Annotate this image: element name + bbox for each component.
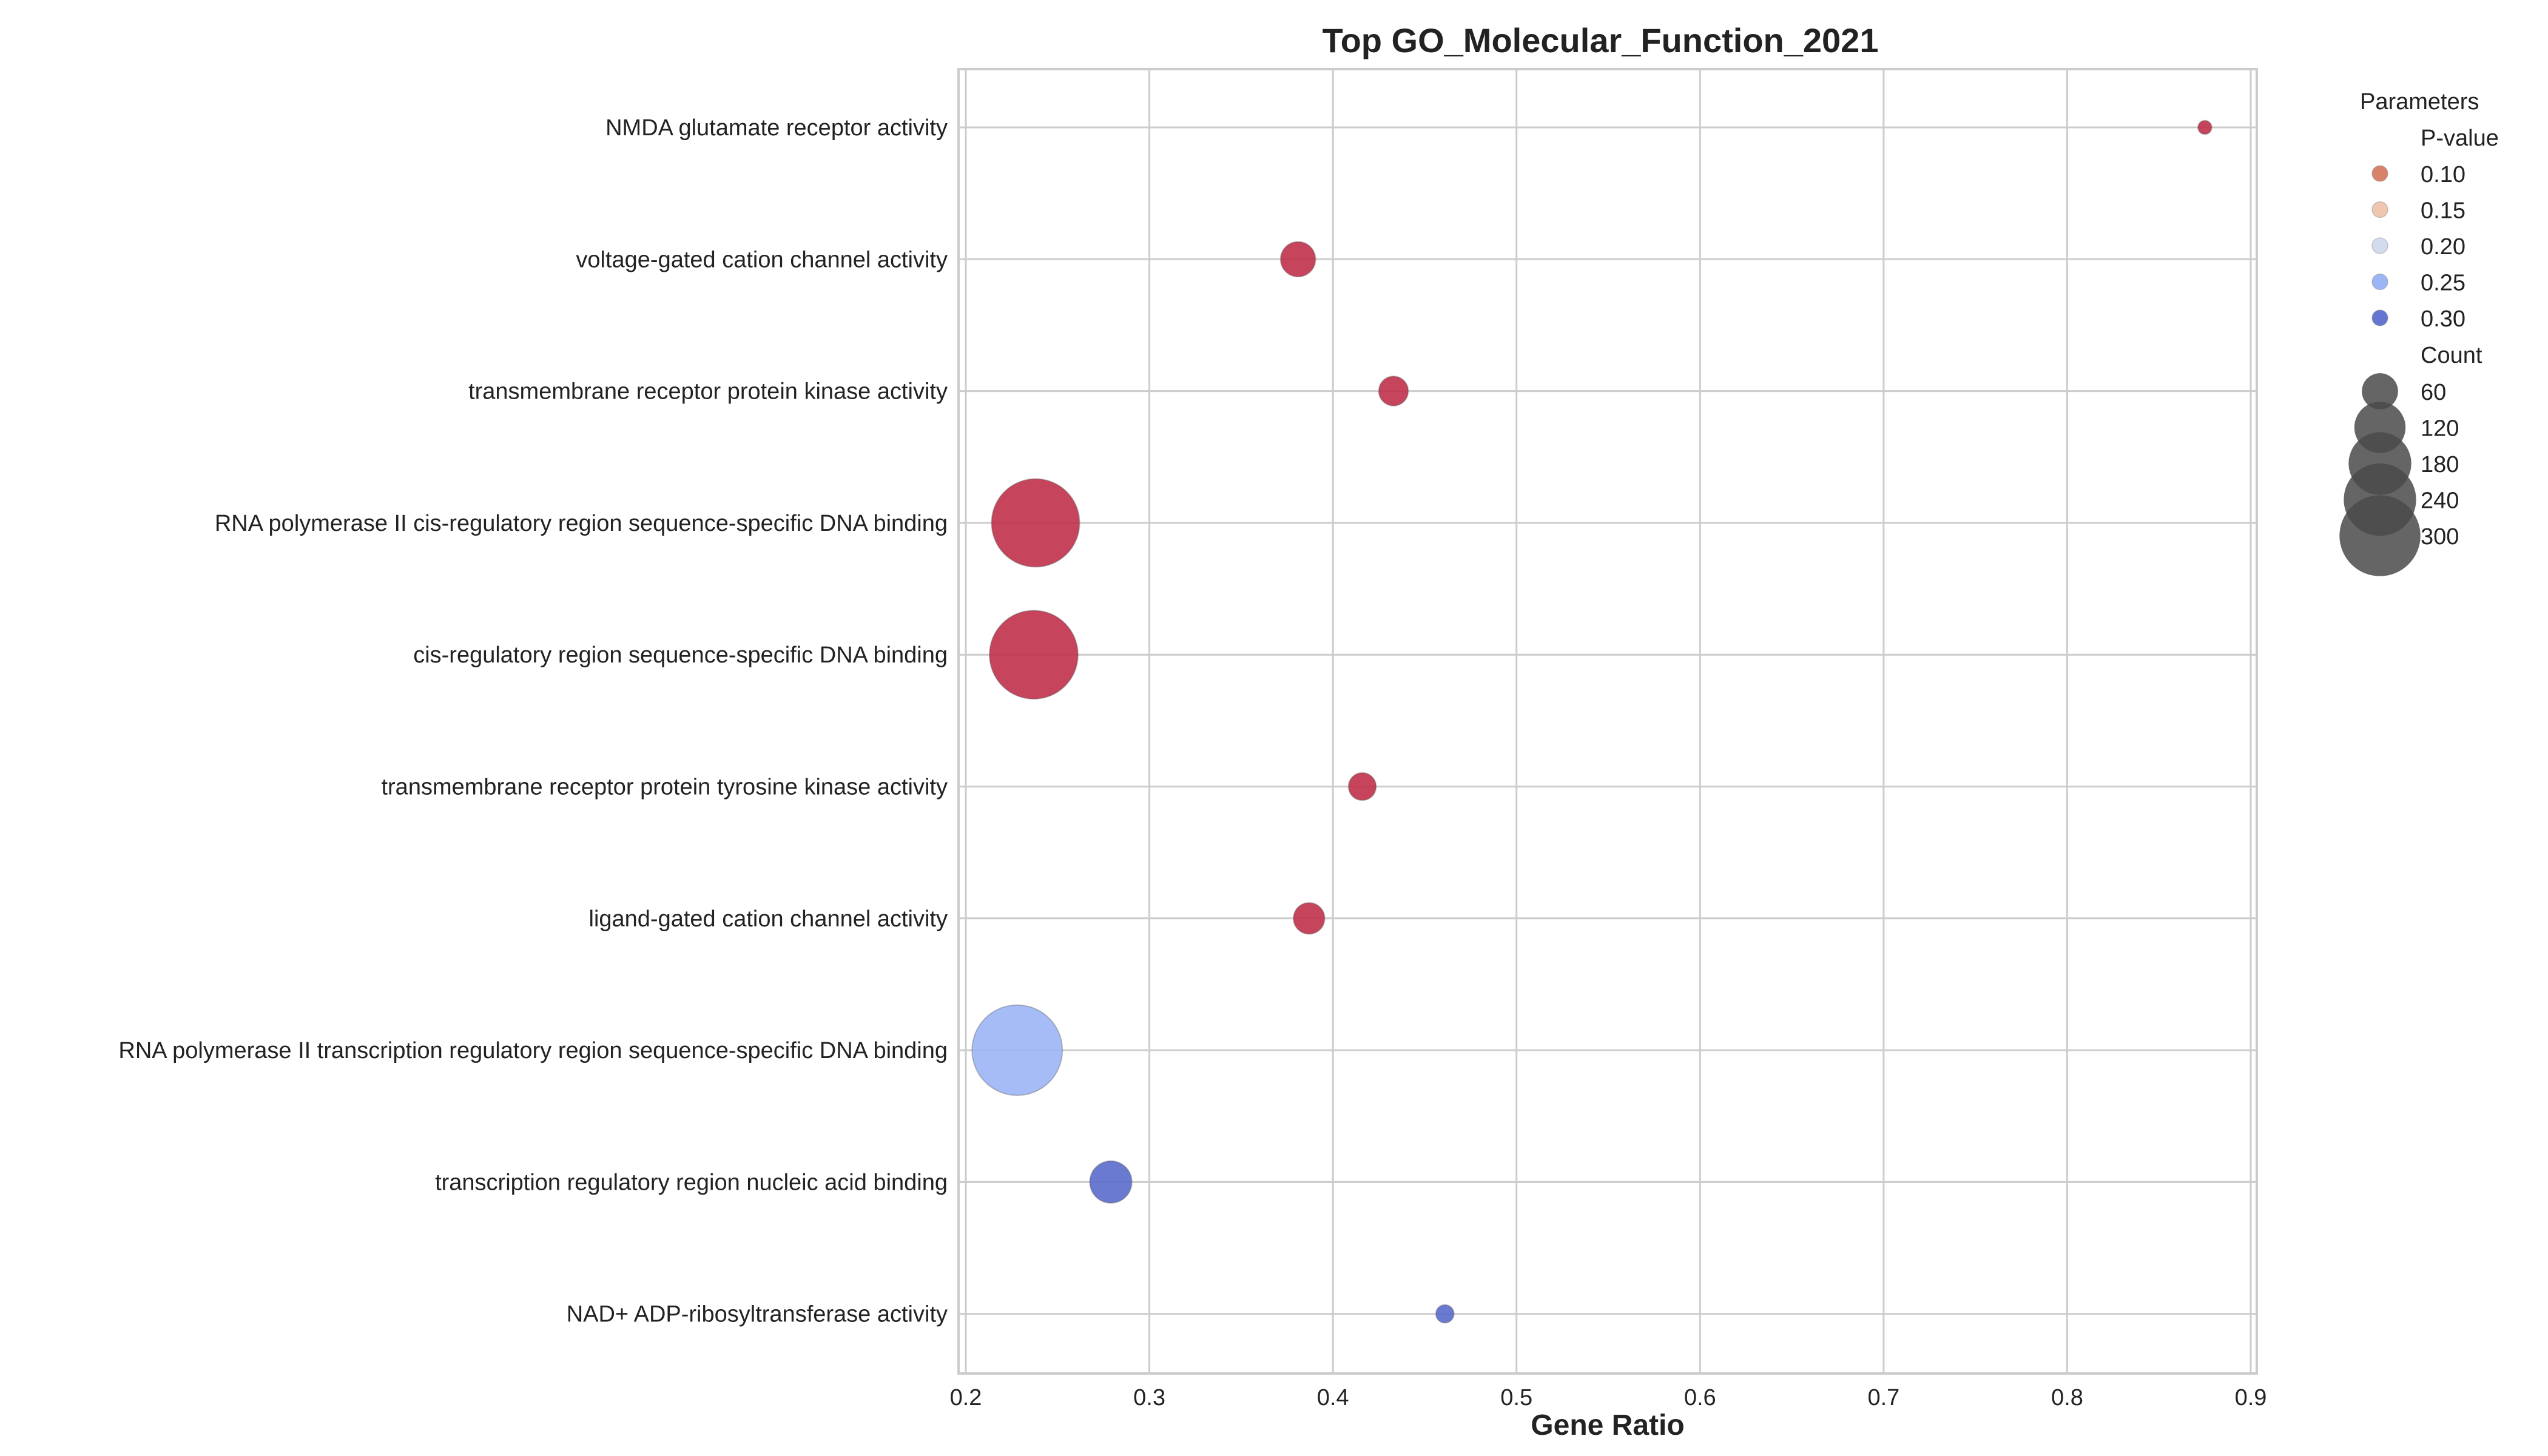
legend-pvalue-marker: [2371, 201, 2388, 218]
chart-title: Top GO_Molecular_Function_2021: [1323, 21, 1879, 59]
x-tick-labels: 0.2 0.3 0.4 0.5 0.6 0.7 0.8 0.9: [950, 1385, 2267, 1410]
data-point: [1293, 902, 1326, 935]
y-tick-label: transmembrane receptor protein tyrosine …: [381, 775, 948, 800]
legend-count-marker: [2339, 495, 2421, 576]
y-tick-label: RNA polymerase II transcription regulato…: [118, 1038, 948, 1063]
x-tick-label: 0.5: [1500, 1385, 1532, 1410]
x-tick-label: 0.7: [1867, 1385, 1899, 1410]
legend-pvalue-label: 0.10: [2421, 162, 2465, 187]
legend-pvalue-title: P-value: [2421, 126, 2499, 151]
data-point: [1378, 376, 1409, 406]
legend-pvalue-label: 0.20: [2421, 234, 2465, 260]
data-point: [988, 610, 1079, 700]
x-tick-label: 0.2: [950, 1385, 982, 1410]
data-point: [971, 1004, 1063, 1096]
y-tick-label: transcription regulatory region nucleic …: [435, 1170, 948, 1195]
y-tick-label: NAD+ ADP-ribosyltransferase activity: [567, 1302, 948, 1327]
legend-pvalue-marker: [2371, 165, 2388, 182]
data-point: [1435, 1304, 1455, 1324]
x-axis-label: Gene Ratio: [1531, 1409, 1684, 1441]
y-tick-label: RNA polymerase II cis-regulatory region …: [215, 511, 948, 536]
data-point: [1279, 241, 1316, 278]
legend-pvalue-label: 0.25: [2421, 271, 2465, 296]
legend-pvalue-label: 0.15: [2421, 198, 2465, 224]
y-tick-label: ligand-gated cation channel activity: [589, 906, 948, 932]
data-point: [1089, 1160, 1133, 1204]
data-points: [971, 120, 2213, 1324]
legend-count-label: 300: [2421, 524, 2459, 550]
legend-pvalue-marker: [2371, 237, 2388, 254]
legend-pvalue-marker: [2371, 273, 2388, 291]
legend-count-label: 180: [2421, 452, 2459, 477]
legend-count-section: Count 60 120 180 240 300: [2339, 343, 2482, 576]
legend-pvalue-marker: [2371, 309, 2388, 326]
legend: Parameters P-value 0.10 0.15 0.20 0.25 0.30 C…: [2339, 89, 2499, 576]
data-point: [1347, 772, 1377, 801]
y-tick-label: NMDA glutamate receptor activity: [605, 115, 948, 141]
x-tick-label: 0.9: [2235, 1385, 2267, 1410]
x-tick-label: 0.8: [2051, 1385, 2083, 1410]
legend-count-title: Count: [2421, 343, 2482, 368]
x-tick-label: 0.3: [1133, 1385, 1165, 1410]
y-tick-label: transmembrane receptor protein kinase ac…: [468, 379, 948, 405]
axes-frame: [957, 68, 2258, 1375]
legend-count-label: 240: [2421, 488, 2459, 514]
legend-count-label: 60: [2421, 380, 2446, 405]
legend-title: Parameters: [2360, 89, 2479, 115]
y-tick-label: voltage-gated cation channel activity: [576, 247, 948, 272]
x-tick-label: 0.4: [1317, 1385, 1349, 1410]
data-point: [2197, 120, 2213, 135]
legend-count-label: 120: [2421, 416, 2459, 442]
x-tick-label: 0.6: [1684, 1385, 1716, 1410]
data-point: [991, 478, 1080, 568]
legend-pvalue-section: P-value 0.10 0.15 0.20 0.25 0.30: [2371, 126, 2499, 332]
legend-pvalue-label: 0.30: [2421, 306, 2465, 332]
y-tick-label: cis-regulatory region sequence-specific …: [413, 642, 948, 668]
y-tick-labels: NMDA glutamate receptor activity voltage-…: [118, 115, 948, 1327]
grid: [959, 69, 2257, 1373]
legend-count-marker: [2362, 373, 2398, 410]
